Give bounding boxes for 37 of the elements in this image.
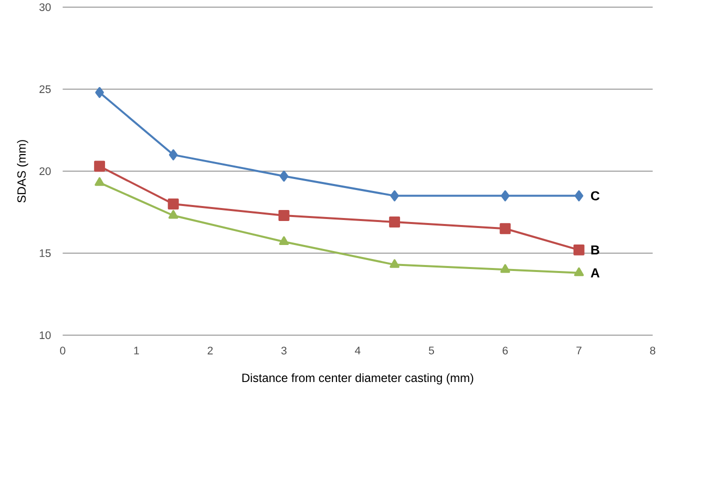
point	[279, 236, 289, 246]
x-tick-label: 1	[134, 346, 139, 354]
point	[168, 149, 178, 160]
point	[94, 160, 106, 172]
point	[95, 87, 104, 98]
point	[573, 244, 584, 256]
point	[574, 268, 584, 276]
point	[389, 216, 400, 228]
y-axis-title: SDAS (mm)	[17, 140, 28, 203]
x-tick-label: 0	[60, 346, 66, 355]
point	[390, 259, 400, 268]
point	[280, 170, 288, 182]
x-axis-title: Distance from center diameter casting (mm)	[242, 373, 474, 385]
point	[500, 223, 511, 234]
series-label: B	[591, 246, 600, 255]
y-tick-label: 30	[39, 4, 51, 12]
point	[94, 177, 104, 186]
x-tick-label: 4	[354, 346, 360, 354]
y-tick-label: 15	[40, 250, 51, 258]
series-label: A	[590, 268, 600, 278]
point	[574, 190, 584, 202]
y-tick-label: 20	[40, 168, 51, 176]
x-tick-label: 5	[428, 346, 434, 355]
y-tick-label: 10	[40, 332, 51, 340]
point	[500, 190, 510, 202]
y-tick-label: 25	[40, 86, 51, 94]
point	[168, 210, 178, 219]
point	[278, 210, 290, 222]
point	[500, 264, 510, 274]
x-tick-label: 6	[502, 346, 508, 355]
x-tick-label: 2	[208, 346, 213, 355]
x-tick-label: 7	[576, 346, 582, 354]
x-tick-label: 3	[281, 346, 287, 355]
point	[168, 198, 179, 210]
series-label: C	[591, 191, 600, 201]
x-tick-label: 8	[650, 346, 656, 355]
point	[390, 190, 399, 202]
